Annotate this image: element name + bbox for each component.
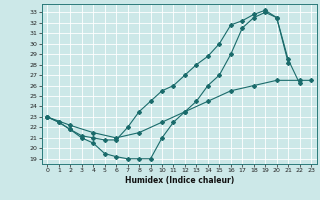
X-axis label: Humidex (Indice chaleur): Humidex (Indice chaleur) <box>124 176 234 185</box>
